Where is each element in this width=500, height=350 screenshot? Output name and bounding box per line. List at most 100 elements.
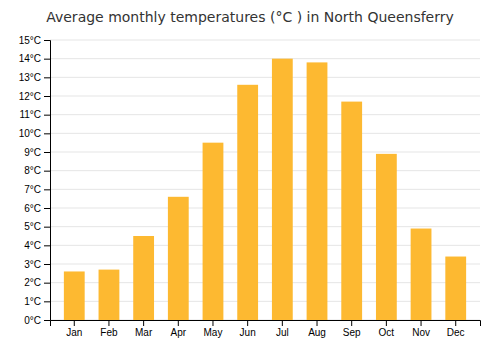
tick-label: 13°C [19, 72, 41, 83]
tick-mark [44, 301, 50, 302]
grid-line [50, 96, 480, 97]
tick-label: 14°C [19, 53, 41, 64]
x-tick: Jan [66, 320, 82, 338]
tick-label: Mar [135, 327, 153, 338]
x-tick: Dec [447, 320, 465, 338]
bar [341, 102, 362, 320]
tick-label: 9°C [24, 147, 41, 158]
bar [203, 143, 224, 320]
tick-mark [212, 320, 213, 326]
tick-label: 12°C [19, 91, 41, 102]
tick-mark [44, 320, 50, 321]
tick-mark [351, 320, 352, 326]
tick-mark [44, 171, 50, 172]
bar [307, 62, 328, 320]
tick-label: Dec [447, 327, 465, 338]
y-tick: 8°C [24, 165, 50, 176]
tick-label: 5°C [24, 221, 41, 232]
y-tick: 13°C [19, 72, 50, 83]
tick-mark [455, 320, 456, 326]
tick-label: Feb [100, 327, 118, 338]
x-tick: May [204, 320, 223, 338]
chart: 0°C 1°C 2°C 3°C 4°C 5°C 6°C 7°C 8°C 9°C 10°C 11°C 12… [0, 0, 500, 350]
tick-mark [108, 320, 109, 326]
tick-mark [44, 189, 50, 190]
x-tick: Apr [171, 320, 187, 338]
y-tick: 15°C [19, 35, 50, 46]
bar [376, 154, 397, 320]
x-tick: Aug [308, 320, 326, 338]
tick-mark [421, 320, 422, 326]
y-tick: 11°C [19, 109, 50, 120]
plot: 0°C 1°C 2°C 3°C 4°C 5°C 6°C 7°C 8°C 9°C 10°C 11°C 12… [19, 35, 481, 338]
tick-label: Sep [343, 327, 361, 338]
x-tick: Sep [343, 320, 361, 338]
tick-mark [44, 264, 50, 265]
tick-mark [74, 320, 75, 326]
y-tick: 10°C [19, 128, 50, 139]
tick-label: 4°C [24, 240, 41, 251]
grid-line [50, 133, 480, 134]
grid-line [50, 208, 480, 209]
grid-line [50, 170, 480, 171]
bar [64, 271, 85, 320]
x-tick: Mar [135, 320, 153, 338]
tick-label: Aug [308, 327, 326, 338]
bar [133, 236, 154, 320]
tick-label: Apr [171, 327, 187, 338]
grid [50, 40, 480, 320]
tick-label: 1°C [24, 296, 41, 307]
grid-line [50, 226, 480, 227]
tick-mark [44, 283, 50, 284]
y-tick: 12°C [19, 91, 50, 102]
tick-label: Nov [412, 327, 430, 338]
bar [168, 197, 189, 320]
tick-mark [143, 320, 144, 326]
tick-label: 2°C [24, 277, 41, 288]
tick-mark [247, 320, 248, 326]
y-tick: 1°C [24, 296, 50, 307]
tick-mark [44, 208, 50, 209]
grid-line [50, 114, 480, 115]
tick-mark [44, 59, 50, 60]
bar [445, 257, 466, 320]
tick-mark [44, 115, 50, 116]
axis-domain [44, 41, 51, 321]
y-tick: 2°C [24, 277, 50, 288]
y-tick: 7°C [24, 184, 50, 195]
tick-mark [44, 77, 50, 78]
tick-mark [44, 245, 50, 246]
tick-label: Jun [240, 327, 256, 338]
grid-line [50, 77, 480, 78]
tick-label: 7°C [24, 184, 41, 195]
y-axis: 0°C 1°C 2°C 3°C 4°C 5°C 6°C 7°C 8°C 9°C 10°C 11°C 12… [19, 35, 51, 326]
x-tick: Oct [379, 320, 395, 338]
bar [99, 270, 120, 320]
title: Average monthly temperatures (°C ) in No… [46, 9, 454, 25]
tick-label: 8°C [24, 165, 41, 176]
y-tick: 4°C [24, 240, 50, 251]
tick-label: 11°C [19, 109, 41, 120]
x-tick: Jun [240, 320, 256, 338]
tick-mark [178, 320, 179, 326]
y-tick: 0°C [24, 315, 50, 326]
tick-mark [44, 227, 50, 228]
x-axis: Jan Feb Mar Apr May Jun Jul Aug Sep Oct Nov Dec [51, 320, 481, 338]
tick-mark [44, 152, 50, 153]
tick-mark [44, 96, 50, 97]
y-tick: 3°C [24, 259, 50, 270]
y-tick: 5°C [24, 221, 50, 232]
y-tick: 9°C [24, 147, 50, 158]
y-tick: 6°C [24, 203, 50, 214]
x-tick: Jul [276, 320, 289, 338]
grid-line [50, 40, 480, 41]
bar [272, 59, 293, 320]
tick-mark [282, 320, 283, 326]
tick-mark [317, 320, 318, 326]
bar [411, 229, 432, 320]
tick-label: Oct [379, 327, 395, 338]
x-tick: Nov [412, 320, 430, 338]
tick-mark [44, 133, 50, 134]
x-tick: Feb [100, 320, 118, 338]
y-tick: 14°C [19, 53, 50, 64]
